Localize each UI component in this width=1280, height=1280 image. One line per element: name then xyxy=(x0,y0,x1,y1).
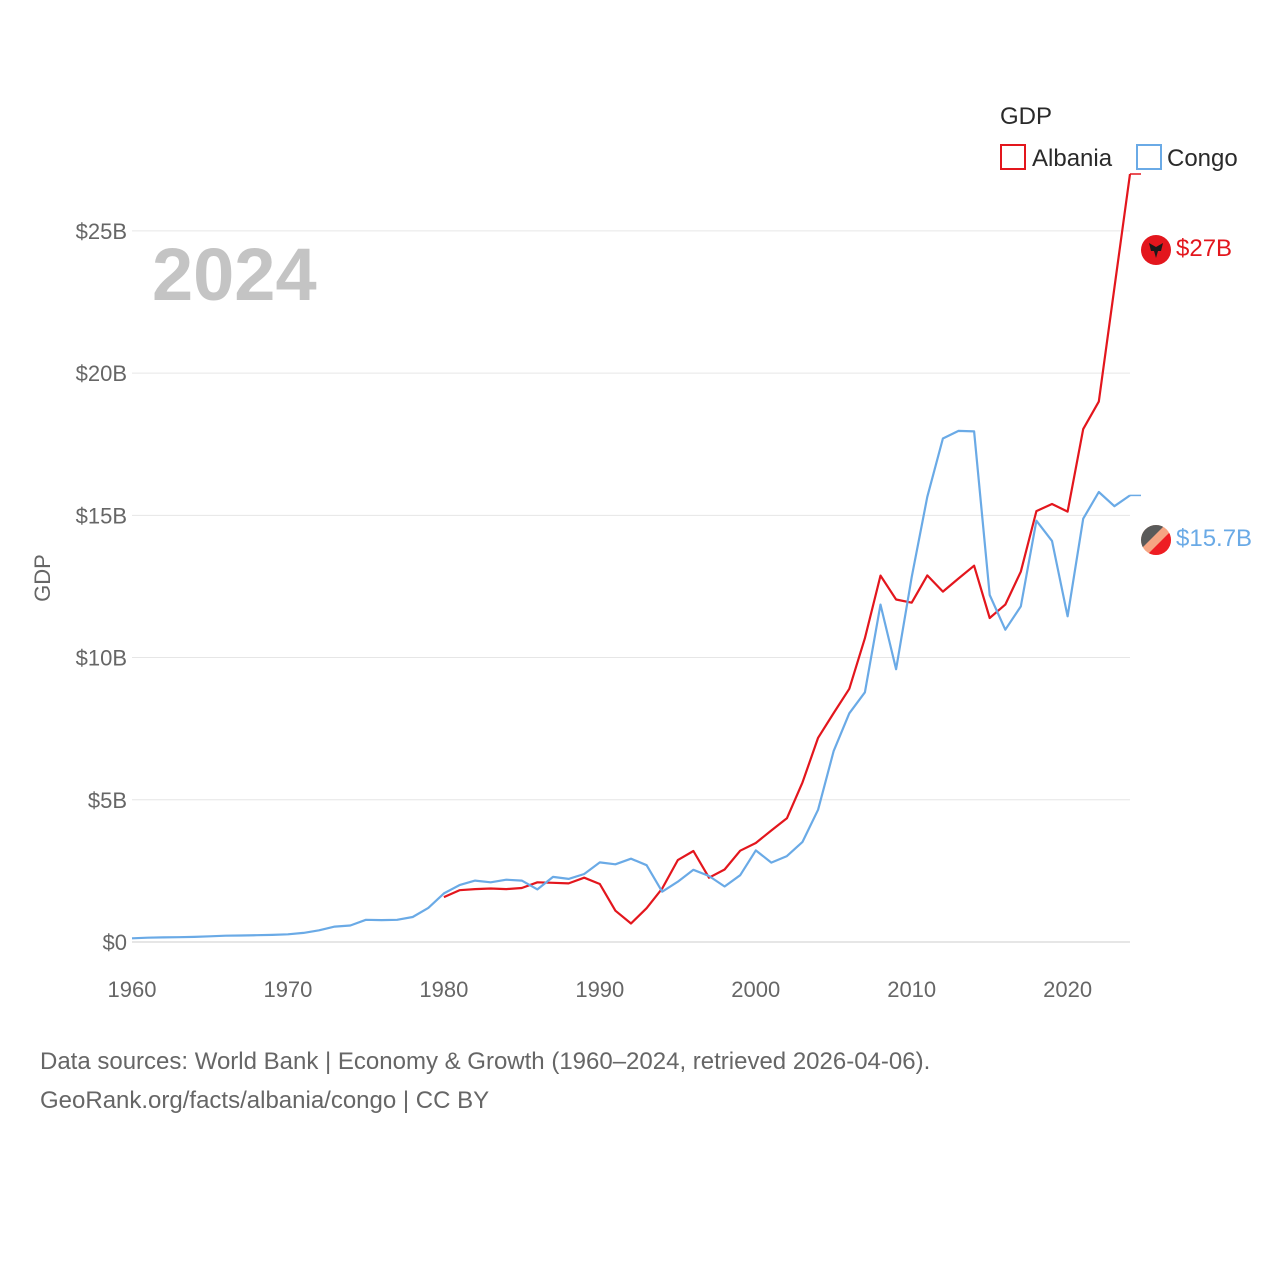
y-tick-label: $20B xyxy=(76,361,127,386)
gdp-line-chart: $0 $5B $10B $15B $20B $25B 1960 1970 1980 1990 20… xyxy=(30,103,1252,1002)
end-label-congo: $15.7B xyxy=(1176,525,1252,552)
albania-flag-icon xyxy=(1141,235,1171,265)
legend-label-congo: Congo xyxy=(1167,145,1238,172)
x-tick-label: 2010 xyxy=(887,977,936,1002)
legend-swatch-albania xyxy=(1000,144,1026,170)
y-tick-label: $15B xyxy=(76,503,127,528)
grid-lines xyxy=(132,230,1130,943)
series-lines xyxy=(131,173,1141,940)
source-line: Data sources: World Bank | Economy & Gro… xyxy=(40,1048,931,1075)
congo-flag-icon xyxy=(1141,525,1171,555)
end-markers: $27B $15.7B xyxy=(1141,235,1252,555)
x-tick-label: 1970 xyxy=(263,977,312,1002)
series-line-congo xyxy=(131,429,1131,940)
x-tick-label: 2020 xyxy=(1043,977,1092,1002)
x-tick-label: 2000 xyxy=(731,977,780,1002)
y-axis-title: GDP xyxy=(30,554,55,602)
legend-swatch-congo xyxy=(1136,144,1162,170)
x-tick-label: 1990 xyxy=(575,977,624,1002)
x-tick-label: 1980 xyxy=(419,977,468,1002)
legend-item-congo[interactable]: Congo xyxy=(1136,144,1238,172)
y-axis: $0 $5B $10B $15B $20B $25B xyxy=(76,219,127,955)
source-link[interactable]: GeoRank.org/facts/albania/congo | CC BY xyxy=(40,1087,490,1114)
series-line-albania xyxy=(443,173,1132,925)
y-tick-label: $10B xyxy=(76,646,127,671)
legend-item-albania[interactable]: Albania xyxy=(1000,144,1113,172)
legend-title: GDP xyxy=(1000,103,1052,130)
legend-label-albania: Albania xyxy=(1032,145,1113,172)
y-tick-label: $5B xyxy=(88,788,127,813)
y-tick-label: $25B xyxy=(76,219,127,244)
data-source-footer: Data sources: World Bank | Economy & Gro… xyxy=(40,1042,930,1120)
x-tick-label: 1960 xyxy=(108,977,157,1002)
y-tick-label: $0 xyxy=(103,930,127,955)
legend: GDP Albania Congo xyxy=(1000,103,1238,172)
x-axis: 1960 1970 1980 1990 2000 2010 2020 xyxy=(108,977,1093,1002)
end-label-albania: $27B xyxy=(1176,235,1232,262)
year-label: 2024 xyxy=(152,233,317,316)
